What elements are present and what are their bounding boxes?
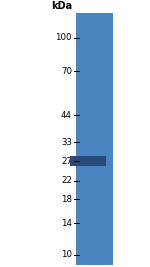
Text: 14: 14	[61, 219, 72, 228]
Text: kDa: kDa	[51, 1, 72, 11]
Text: 27: 27	[61, 157, 72, 166]
Text: 33: 33	[61, 138, 72, 147]
Text: 18: 18	[61, 195, 72, 204]
Text: 22: 22	[61, 176, 72, 185]
Text: 100: 100	[56, 33, 72, 42]
Text: 44: 44	[61, 111, 72, 120]
Text: 10: 10	[61, 250, 72, 259]
Text: 70: 70	[61, 67, 72, 76]
